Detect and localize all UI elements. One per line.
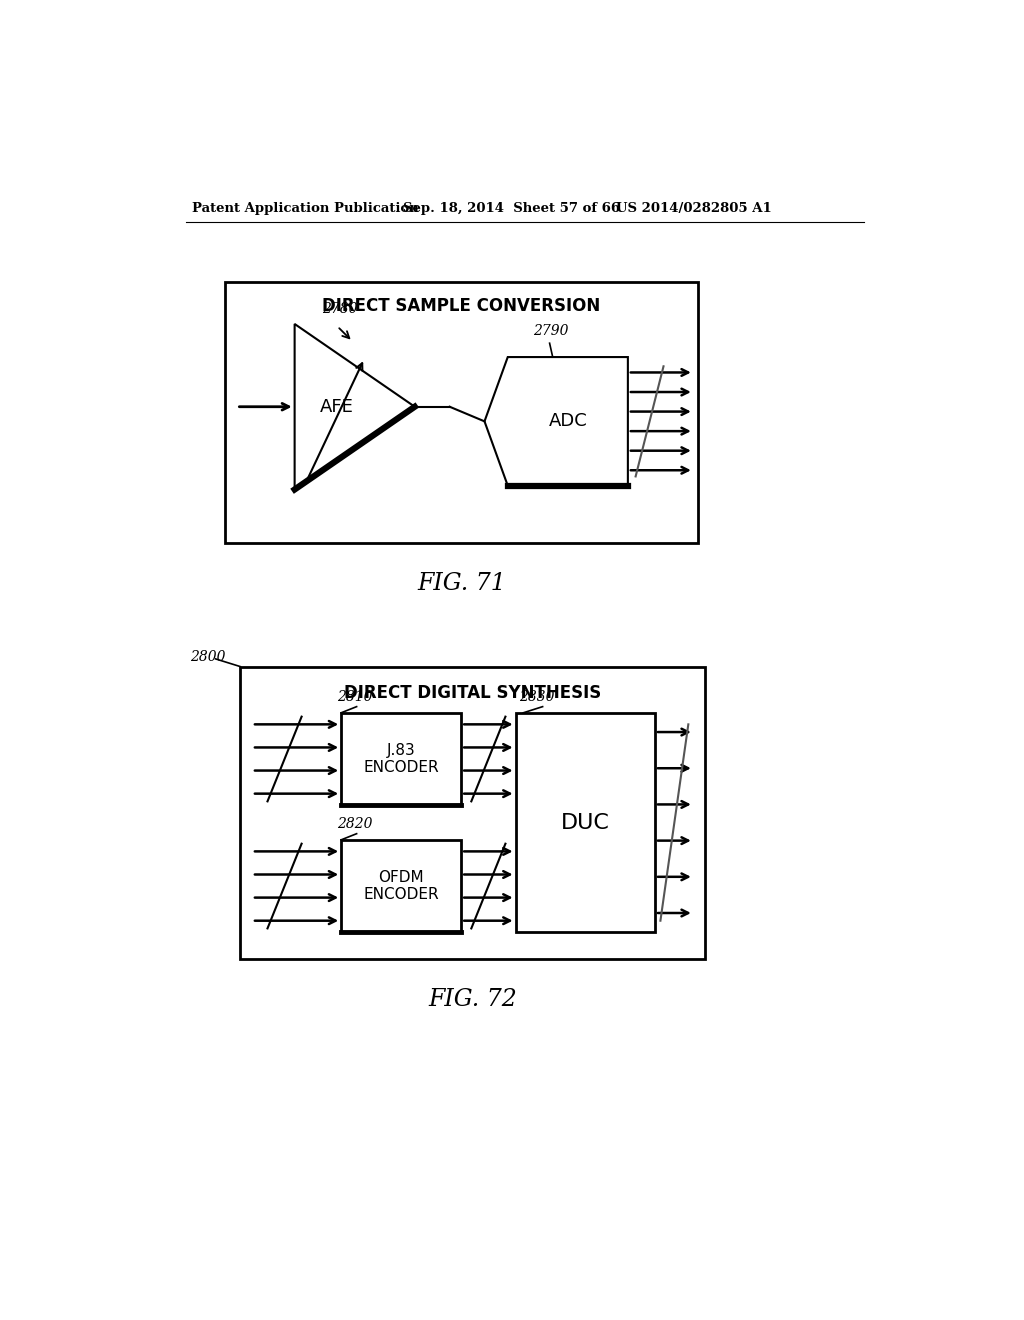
Bar (341, 840, 461, 932)
Text: DIRECT DIGITAL SYNTHESIS: DIRECT DIGITAL SYNTHESIS (344, 684, 601, 702)
Text: DUC: DUC (561, 813, 609, 833)
Text: 2800: 2800 (190, 651, 225, 664)
Text: US 2014/0282805 A1: US 2014/0282805 A1 (616, 202, 772, 215)
Bar (241, 667, 706, 960)
Text: 2790: 2790 (534, 323, 568, 338)
Text: AFE: AFE (321, 397, 354, 416)
Text: DIRECT SAMPLE CONVERSION: DIRECT SAMPLE CONVERSION (323, 297, 600, 315)
Text: FIG. 72: FIG. 72 (428, 987, 517, 1011)
Text: Sep. 18, 2014  Sheet 57 of 66: Sep. 18, 2014 Sheet 57 of 66 (403, 202, 621, 215)
Text: J.83
ENCODER: J.83 ENCODER (364, 743, 439, 775)
Text: 2810: 2810 (337, 689, 373, 704)
Text: OFDM
ENCODER: OFDM ENCODER (364, 870, 439, 903)
Polygon shape (484, 358, 628, 486)
Bar (515, 713, 655, 932)
Text: 2820: 2820 (337, 817, 373, 830)
Bar (341, 713, 461, 805)
Text: 2830: 2830 (519, 689, 555, 704)
Bar (225, 281, 697, 544)
Polygon shape (295, 323, 415, 490)
Text: Patent Application Publication: Patent Application Publication (191, 202, 418, 215)
Text: ADC: ADC (549, 412, 587, 430)
Text: 2780: 2780 (322, 302, 357, 317)
Text: FIG. 71: FIG. 71 (417, 572, 506, 595)
